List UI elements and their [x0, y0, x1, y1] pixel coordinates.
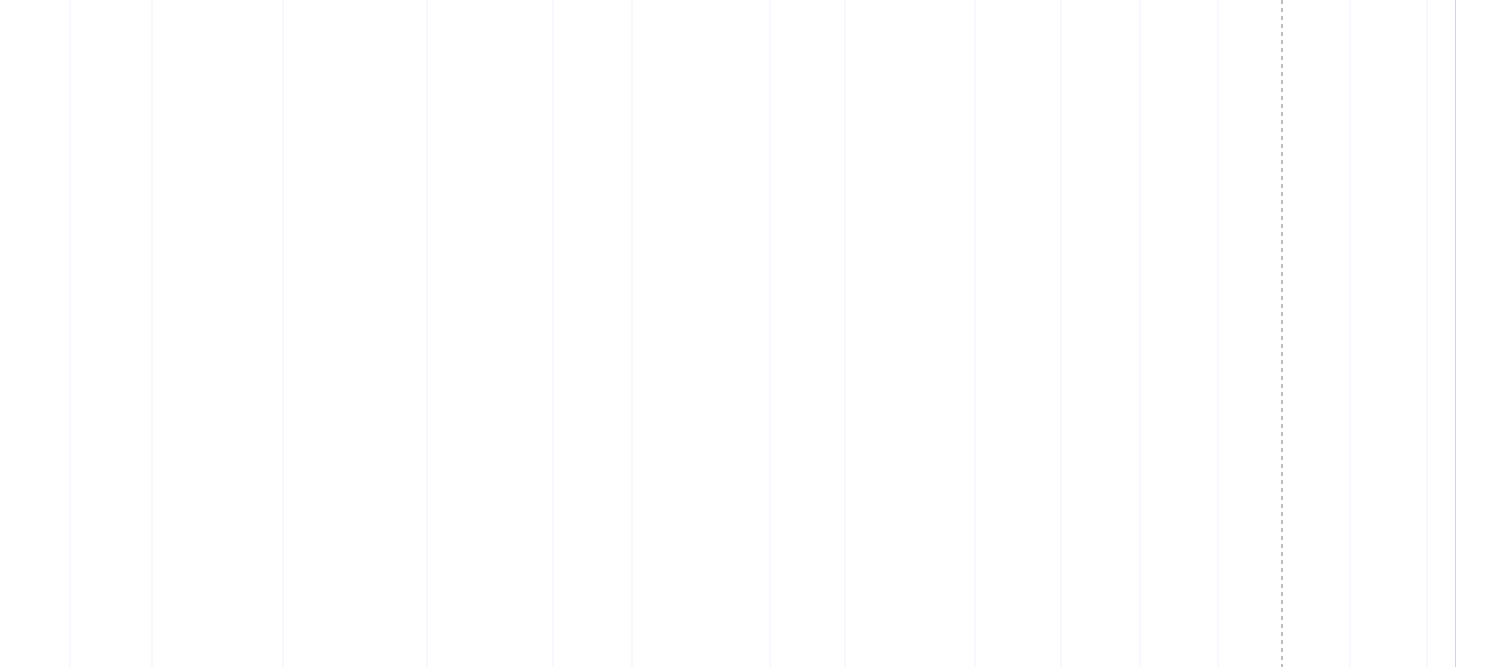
price-axis[interactable]: 5200.004800.004400.004000.003600.003300.… — [1456, 0, 1510, 667]
grid — [0, 0, 1455, 667]
